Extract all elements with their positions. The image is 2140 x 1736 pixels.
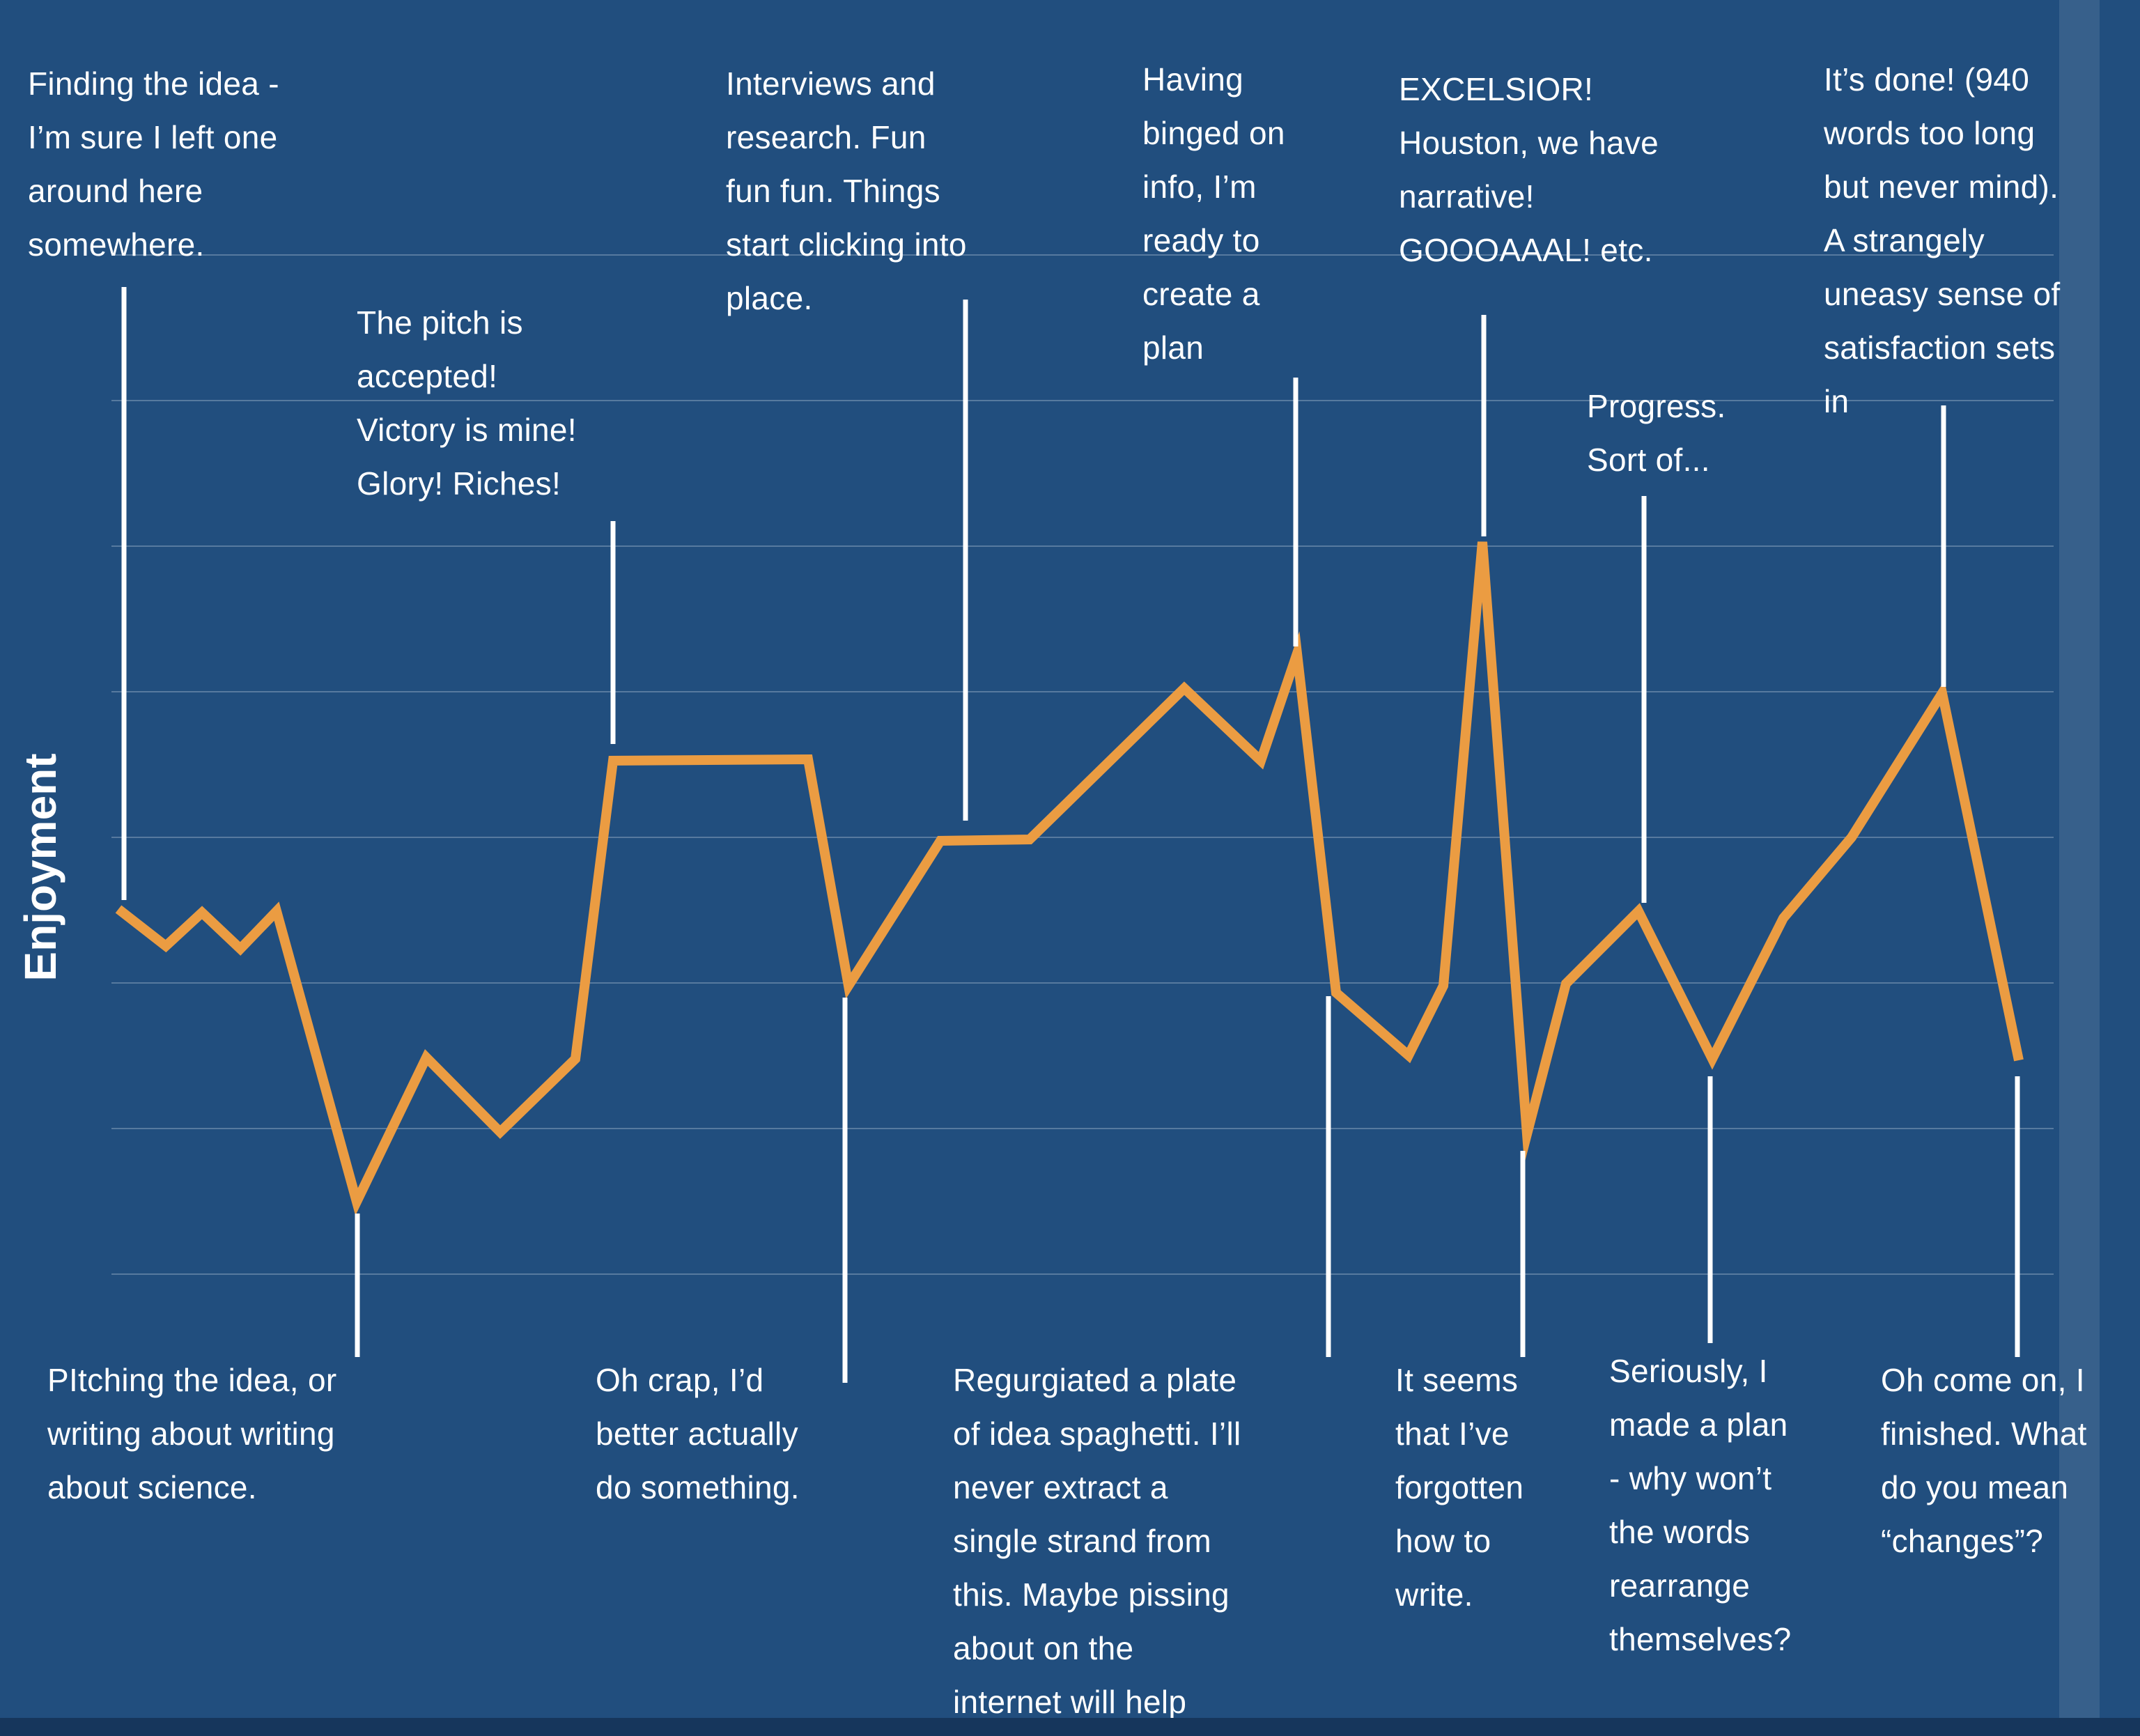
annotation-excelsior: EXCELSIOR! Houston, we have narrative! G… [1399,71,1659,268]
annotation-its-done: It’s done! (940 words too long but never… [1824,61,2061,419]
annotation-pitch-accepted: The pitch is accepted! Victory is mine! … [357,304,577,502]
annotation-interviews-research: Interviews and research. Fun fun fun. Th… [726,65,967,316]
annotation-progress-sort-of: Progress. Sort of... [1587,388,1726,478]
annotation-forgotten-how-to-write: It seems that I’ve forgotten how to writ… [1395,1362,1524,1613]
bottom-edge-bar [0,1718,2140,1736]
annotation-pitching-the-idea: PItching the idea, or writing about writ… [47,1362,337,1505]
annotation-oh-crap: Oh crap, I’d better actually do somethin… [596,1362,800,1505]
annotation-seriously-plan: Seriously, I made a plan - why won’t the… [1609,1353,1792,1657]
annotation-idea-spaghetti: Regurgiated a plate of idea spaghetti. I… [953,1362,1241,1720]
annotation-oh-come-on: Oh come on, I finished. What do you mean… [1881,1362,2087,1559]
y-axis-label: Enjoyment [15,753,65,982]
annotation-finding-the-idea: Finding the idea - I’m sure I left one a… [28,65,279,263]
annotation-binged-on-info: Having binged on info, I’m ready to crea… [1142,61,1285,366]
enjoyment-line [115,541,2024,1216]
right-edge-band [2059,0,2100,1736]
